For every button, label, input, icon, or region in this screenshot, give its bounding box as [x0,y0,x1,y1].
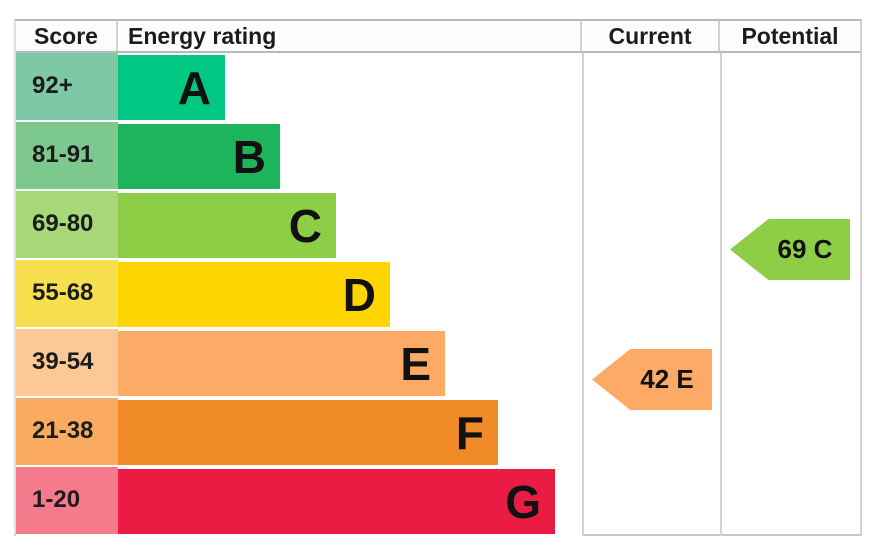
potential-cell-d [720,260,860,329]
score-cell-d: 55-68 [16,260,118,329]
band-row-b: 81-91 B [16,122,860,191]
energy-cell-e: E [118,329,582,398]
header-score: Score [16,21,118,51]
score-cell-a: 92+ [16,53,118,122]
current-cell-e [582,329,720,398]
score-cell-g: 1-20 [16,467,118,536]
score-cell-c: 69-80 [16,191,118,260]
score-cell-b: 81-91 [16,122,118,191]
band-row-e: 39-54 E [16,329,860,398]
table-body: 92+ A 81-91 B 69-80 C [16,53,860,536]
band-row-g: 1-20 G [16,467,860,536]
energy-cell-g: G [118,467,582,536]
current-cell-b [582,122,720,191]
potential-cell-b [720,122,860,191]
energy-cell-d: D [118,260,582,329]
energy-cell-a: A [118,53,582,122]
band-row-f: 21-38 F [16,398,860,467]
band-row-c: 69-80 C [16,191,860,260]
score-cell-f: 21-38 [16,398,118,467]
potential-cell-a [720,53,860,122]
rating-table: Score Energy rating Current Potential 92… [14,19,862,536]
rating-bar-a: A [118,55,225,120]
current-cell-f [582,398,720,467]
current-cell-g [582,467,720,536]
potential-cell-g [720,467,860,536]
current-cell-c [582,191,720,260]
header-energy-rating: Energy rating [118,21,582,51]
current-cell-a [582,53,720,122]
header-potential: Potential [741,23,839,49]
energy-cell-f: F [118,398,582,467]
potential-cell-f [720,398,860,467]
band-row-d: 55-68 D [16,260,860,329]
current-cell-d [582,260,720,329]
potential-cell-c [720,191,860,260]
energy-cell-b: B [118,122,582,191]
energy-cell-c: C [118,191,582,260]
rating-bar-b: B [118,124,280,189]
header-current: Current [582,21,720,51]
rating-bar-c: C [118,193,336,258]
rating-bar-e: E [118,331,445,396]
potential-cell-e [720,329,860,398]
band-row-a: 92+ A [16,53,860,122]
rating-bar-f: F [118,400,498,465]
rating-bar-g: G [118,469,555,534]
score-cell-e: 39-54 [16,329,118,398]
table-header: Score Energy rating Current Potential [16,21,860,53]
rating-bar-d: D [118,262,390,327]
